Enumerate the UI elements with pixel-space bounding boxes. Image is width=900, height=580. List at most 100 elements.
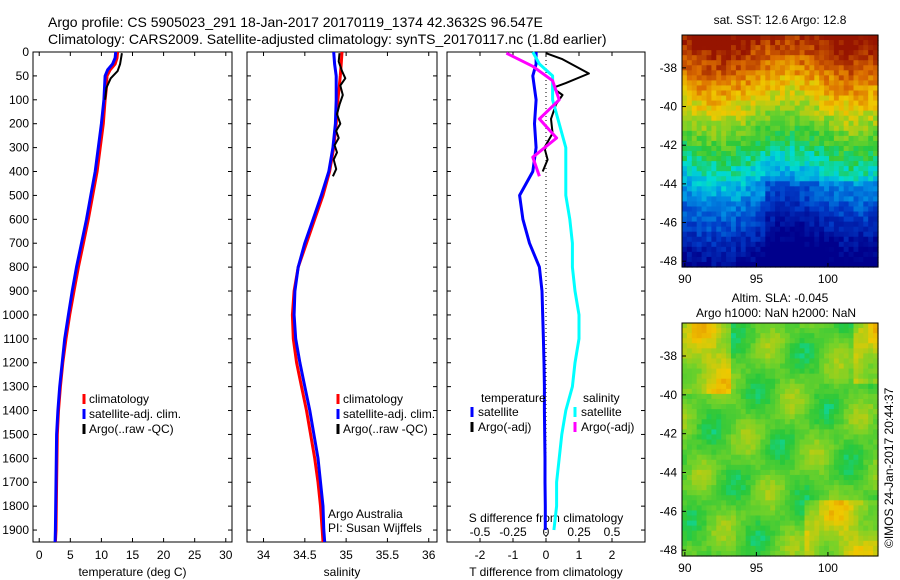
legend-label: Argo(-adj) — [478, 420, 531, 434]
x-tick-label: 100 — [818, 272, 838, 286]
y-tick-label: 1300 — [2, 380, 29, 394]
y-tick-label: -48 — [660, 543, 678, 557]
y-tick-label: 100 — [9, 93, 29, 107]
x-tick-label: 5 — [67, 548, 74, 562]
y-tick-label: -44 — [660, 177, 678, 191]
x-tick-label: 25 — [188, 548, 202, 562]
x-tick-label: 90 — [678, 272, 692, 286]
credit-text: ©IMOS 24-Jan-2017 20:44:37 — [882, 387, 896, 548]
y-tick-label: 0 — [22, 45, 29, 59]
x-tick-label: 100 — [818, 561, 838, 575]
y-tick-label: 1900 — [2, 523, 29, 537]
plot-frame — [32, 51, 233, 543]
y-tick-label: -42 — [660, 427, 678, 441]
y-tick-label: -48 — [660, 254, 678, 268]
x-tick-label: 2 — [609, 548, 616, 562]
series-line-3 — [505, 51, 561, 177]
series-line-0 — [518, 52, 547, 530]
legend-label: Argo(..raw -QC) — [89, 422, 174, 436]
x-tick-label: 34.5 — [293, 548, 317, 562]
x-tick-label: -2 — [475, 548, 486, 562]
map-subtitle: Argo h1000: NaN h2000: NaN — [696, 306, 856, 320]
y-tick-label: 1000 — [2, 308, 29, 322]
y-tick-label: -40 — [660, 100, 678, 114]
map-frame — [681, 322, 879, 557]
y-tick-label: 1500 — [2, 427, 29, 441]
y-tick-label: 900 — [9, 284, 29, 298]
x-top-tick-label: 0.5 — [604, 525, 621, 539]
x-tick-label: -1 — [508, 548, 519, 562]
legend-label: satellite — [478, 405, 519, 419]
x-axis-label: temperature (deg C) — [78, 565, 186, 579]
y-tick-label: 1200 — [2, 356, 29, 370]
x-tick-label: 95 — [750, 561, 764, 575]
panel-difference: -2 -1 0 1 2 T difference from climatology -0.5… — [446, 51, 646, 579]
y-tick-label: -46 — [660, 504, 678, 518]
legend-label: satellite-adj. clim. — [343, 407, 435, 421]
plot-frame — [246, 51, 438, 543]
panel-sst-map: 90 95 100 -48 -46 -44 -42 -40 -38 sat. SST: 12.6 … — [660, 13, 879, 286]
series-line-1 — [292, 51, 338, 543]
x-tick-label: 30 — [219, 548, 233, 562]
map-title: sat. SST: 12.6 Argo: 12.8 — [714, 13, 847, 27]
y-tick-label: 600 — [9, 212, 29, 226]
y-tick-label: 1400 — [2, 404, 29, 418]
legend-label: Argo(..raw -QC) — [343, 422, 428, 436]
y-tick-label: 1800 — [2, 499, 29, 513]
x-tick-label: 34 — [257, 548, 271, 562]
x-tick-label: 90 — [678, 561, 692, 575]
x-tick-label: 0 — [36, 548, 43, 562]
series-line-2 — [331, 53, 347, 177]
panel-temperature: 0501002003004005006007008009001000110012… — [2, 45, 232, 579]
legend-label: Argo(-adj) — [581, 420, 634, 434]
x-tick-label: 0 — [543, 548, 550, 562]
x-tick-label: 1 — [576, 548, 583, 562]
x-axis-label: T difference from climatology — [469, 565, 623, 579]
y-tick-label: -38 — [660, 349, 678, 363]
panel-sla-map: 90 95 100 -48 -46 -44 -42 -40 -38 Altim. SLA: -0.… — [660, 291, 879, 575]
y-tick-label: 800 — [9, 260, 29, 274]
legend-title: salinity — [583, 391, 620, 405]
x-tick-label: 15 — [126, 548, 140, 562]
y-tick-label: 500 — [9, 188, 29, 202]
heatmap-cells — [682, 35, 879, 268]
y-tick-label: 1600 — [2, 451, 29, 465]
y-tick-label: -38 — [660, 61, 678, 75]
y-tick-label: 50 — [16, 69, 30, 83]
x-tick-label: 36 — [422, 548, 436, 562]
x-top-tick-label: -0.25 — [499, 525, 527, 539]
map-frame — [681, 34, 879, 268]
y-tick-label: 1700 — [2, 475, 29, 489]
y-tick-label: -40 — [660, 388, 678, 402]
panel-salinity: 34 34.5 35 35.5 36 salinity climatologysatelli… — [246, 51, 438, 579]
x-tick-label: 95 — [750, 272, 764, 286]
y-tick-label: -42 — [660, 138, 678, 152]
y-tick-label: -46 — [660, 216, 678, 230]
y-tick-label: 200 — [9, 117, 29, 131]
annotation-line: Argo Australia — [328, 507, 403, 521]
x-tick-label: 35 — [339, 548, 353, 562]
series-line-2 — [531, 51, 581, 531]
y-tick-label: 700 — [9, 236, 29, 250]
header-line-2: Climatology: CARS2009. Satellite-adjuste… — [48, 31, 607, 47]
x-tick-label: 10 — [95, 548, 109, 562]
legend-label: climatology — [343, 392, 403, 406]
y-tick-label: -44 — [660, 466, 678, 480]
legend-label: climatology — [89, 392, 149, 406]
header-line-1: Argo profile: CS 5905023_291 18-Jan-2017… — [48, 14, 543, 30]
x-top-tick-label: -0.5 — [470, 525, 491, 539]
legend-label: satellite — [581, 405, 622, 419]
annotation-line: PI: Susan Wijffels — [328, 521, 422, 535]
y-tick-label: 400 — [9, 165, 29, 179]
legend-label: satellite-adj. clim. — [89, 407, 181, 421]
legend-title: temperature — [481, 391, 546, 405]
x-axis-label: salinity — [324, 565, 361, 579]
x-top-tick-label: 0.25 — [567, 525, 591, 539]
map-title: Altim. SLA: -0.045 — [732, 291, 829, 305]
x-tick-label: 35.5 — [376, 548, 400, 562]
x-tick-label: 20 — [157, 548, 171, 562]
y-tick-label: 300 — [9, 141, 29, 155]
y-tick-label: 1100 — [3, 332, 29, 346]
series-line-2 — [104, 53, 123, 100]
